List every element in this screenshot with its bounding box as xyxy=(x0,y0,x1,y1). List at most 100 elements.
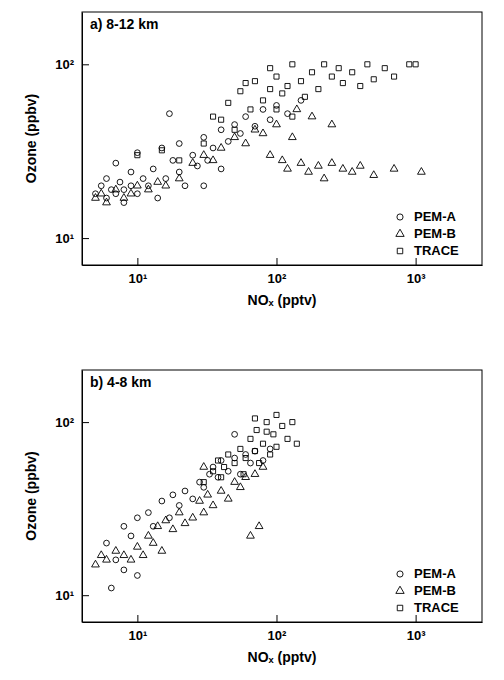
legend-symbol xyxy=(397,605,402,610)
point xyxy=(200,463,208,470)
point xyxy=(201,484,207,490)
point xyxy=(218,127,224,133)
point xyxy=(260,98,265,103)
tick: 10² xyxy=(268,258,287,286)
y-axis: 10¹10² xyxy=(55,13,89,266)
point xyxy=(243,455,248,460)
plot-frame xyxy=(82,12,482,265)
tick: 10¹ xyxy=(55,588,89,603)
point xyxy=(201,141,206,146)
point xyxy=(274,103,280,109)
point xyxy=(176,141,182,147)
point xyxy=(314,161,322,168)
point xyxy=(222,464,227,469)
point xyxy=(145,531,153,538)
panel: 10¹10²10³10¹10²b) 4-8 kmNOₓ (pptv)Ozone … xyxy=(23,370,483,665)
point xyxy=(200,508,208,515)
point xyxy=(268,87,273,92)
point xyxy=(252,416,257,421)
tick-mark xyxy=(82,422,89,423)
point xyxy=(155,195,161,201)
point xyxy=(339,164,347,171)
point xyxy=(170,158,176,164)
point xyxy=(175,508,183,515)
legend-symbol xyxy=(397,571,403,577)
legend-label: PEM-B xyxy=(414,583,456,598)
point xyxy=(128,183,134,189)
point xyxy=(217,144,225,151)
point xyxy=(190,496,196,502)
point xyxy=(251,470,259,477)
point xyxy=(260,107,266,113)
point xyxy=(232,461,237,466)
tick-label: 10² xyxy=(268,628,287,643)
point xyxy=(254,427,259,432)
x-axis: 10¹10²10³ xyxy=(83,615,483,643)
point xyxy=(288,133,296,140)
point xyxy=(365,62,370,67)
point xyxy=(237,131,243,137)
legend-symbol xyxy=(397,214,403,220)
figure: 10¹10²10³10¹10²a) 8-12 kmNOₓ (pptv)Ozone… xyxy=(0,0,504,680)
point xyxy=(139,551,147,558)
series xyxy=(93,98,304,206)
legend: PEM-APEM-BTRACE xyxy=(396,209,459,258)
point xyxy=(210,145,216,151)
point xyxy=(232,127,237,132)
point xyxy=(92,560,100,567)
point xyxy=(274,107,279,112)
point xyxy=(215,474,221,480)
axis-line xyxy=(82,13,83,266)
point xyxy=(226,100,231,105)
series xyxy=(92,105,426,205)
point xyxy=(98,183,104,189)
point xyxy=(390,164,398,171)
point xyxy=(350,70,355,75)
point xyxy=(211,114,216,119)
point xyxy=(120,551,128,558)
tick-mark xyxy=(137,258,138,265)
point xyxy=(322,62,327,67)
point xyxy=(200,151,208,158)
panel-title: b) 4-8 km xyxy=(90,374,151,390)
plot-frame xyxy=(82,370,482,622)
tick-mark xyxy=(416,615,417,622)
point xyxy=(133,542,141,549)
point xyxy=(297,159,305,166)
legend-label: PEM-B xyxy=(414,226,456,241)
legend-label: TRACE xyxy=(414,243,459,258)
tick-mark xyxy=(82,238,89,239)
point xyxy=(196,497,204,504)
point xyxy=(204,490,212,497)
point xyxy=(241,472,246,477)
point xyxy=(162,181,170,188)
point xyxy=(201,183,207,189)
point xyxy=(134,573,140,579)
point xyxy=(134,515,140,521)
point xyxy=(209,156,217,163)
y-axis-title: Ozone (ppbv) xyxy=(23,451,39,540)
tick-label: 10² xyxy=(268,271,287,286)
point xyxy=(308,112,316,119)
point xyxy=(268,452,273,457)
legend-symbol xyxy=(397,248,402,253)
x-axis-title: NOₓ (pptv) xyxy=(248,292,317,308)
point xyxy=(145,185,153,192)
point xyxy=(128,533,134,539)
point xyxy=(298,79,303,84)
tick-label: 10¹ xyxy=(55,231,74,246)
point xyxy=(217,487,225,494)
point xyxy=(274,444,279,449)
point xyxy=(271,432,276,437)
point xyxy=(108,585,114,591)
tick-mark xyxy=(276,615,277,622)
point xyxy=(242,473,250,480)
tick: 10³ xyxy=(407,258,426,286)
point xyxy=(251,125,259,132)
point xyxy=(336,66,341,71)
point xyxy=(182,488,188,494)
point xyxy=(146,510,152,516)
point xyxy=(264,429,269,434)
point xyxy=(112,185,120,192)
point xyxy=(219,475,224,480)
